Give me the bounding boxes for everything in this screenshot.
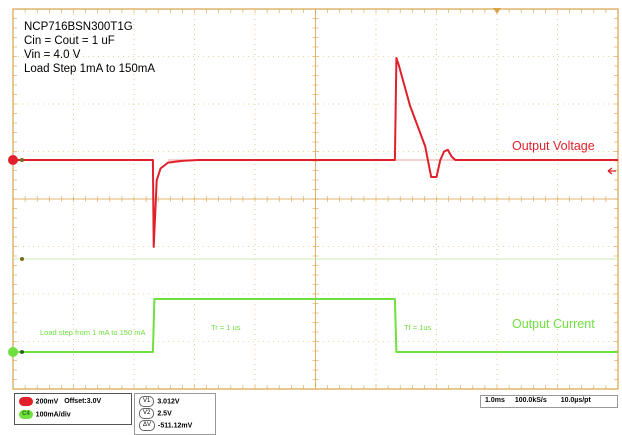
scope-info-line: NCP716BSN300T1G: [24, 21, 133, 33]
trace-labels: Output Voltage Output Current Load step fr…: [40, 139, 595, 337]
ch1-badge[interactable]: C1: [19, 397, 33, 406]
ch4-scale: 100mA/div: [35, 411, 71, 419]
annotation-load-step: Load step from 1 mA to 150 mA: [40, 328, 145, 337]
output-voltage-trace: [13, 57, 618, 248]
trigger-position-marker: [493, 8, 501, 14]
cursor-v1-value: 3.012V: [157, 398, 180, 406]
scope-info-text: NCP716BSN300T1G Cin = Cout = 1 uF Vin = 4.…: [24, 21, 155, 75]
series-label-output-voltage: Output Voltage: [512, 139, 595, 153]
timebase-panel: 1.0ms 100.0kS/s 10.0µs/pt: [480, 395, 618, 408]
annotation-rise-time: Tr = 1 us: [211, 323, 241, 332]
ch4-badge[interactable]: C4: [19, 410, 33, 419]
scope-info-line: Cin = Cout = 1 uF: [24, 35, 115, 47]
reference-dot: [20, 257, 24, 261]
ch1-trigger-dot: [20, 158, 24, 162]
cursor-delta: ΔV -511.12mV: [139, 420, 192, 431]
ch1-scale: 200mV: [35, 398, 59, 406]
cursor-delta-value: -511.12mV: [158, 422, 193, 430]
scope-info-line: Vin = 4.0 V: [24, 49, 81, 61]
channel-markers: [8, 155, 616, 357]
cursor-v2-label: V2: [139, 408, 155, 419]
cursor-delta-label: ΔV: [139, 420, 156, 431]
cursor-v1: V1 3.012V: [139, 396, 180, 407]
scope-traces: [13, 57, 618, 353]
annotation-fall-time: Tf = 1us: [404, 323, 432, 332]
ch4-offset-marker: [8, 347, 18, 357]
resolution: 10.0µs/pt: [560, 397, 591, 404]
ch4-level-dot: [20, 350, 24, 354]
series-label-output-current: Output Current: [512, 317, 595, 331]
trigger-level-arrow: [607, 167, 616, 175]
cursor-panel: V1 3.012V V2 2.5V ΔV -511.12mV: [134, 393, 216, 435]
ch1-offset-marker: [8, 155, 18, 165]
ch1-settings: C1 200mV Offset:3.0V: [19, 397, 101, 406]
ch4-settings: C4 100mA/div: [19, 410, 71, 419]
timebase-readout: 1.0ms 100.0kS/s 10.0µs/pt: [485, 397, 591, 404]
cursor-v2-value: 2.5V: [157, 410, 172, 418]
cursor-v1-label: V1: [139, 396, 155, 407]
timebase: 1.0ms: [485, 397, 505, 404]
channel-settings-panel: C1 200mV Offset:3.0V C4 100mA/div: [14, 393, 132, 425]
output-current-trace: [13, 298, 618, 353]
plot-grid: [12, 8, 619, 390]
sample-rate: 100.0kS/s: [514, 397, 547, 404]
cursor-v2: V2 2.5V: [139, 408, 172, 419]
scope-info-line: Load Step 1mA to 150mA: [24, 63, 155, 75]
ch1-offset: Offset:3.0V: [64, 398, 102, 406]
